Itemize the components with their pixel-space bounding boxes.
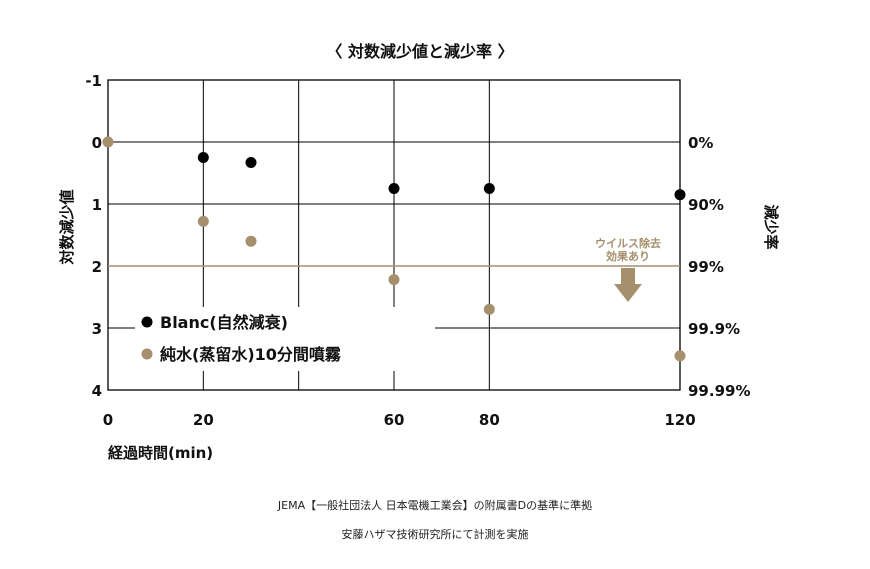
blanc-data-point (483, 183, 495, 194)
legend-background (135, 307, 435, 371)
y-tick-label: 0 (92, 134, 102, 152)
y2-axis-label: 減少率 (762, 204, 780, 249)
pure-water-data-point (674, 350, 686, 362)
legend-marker-pure-water (141, 348, 153, 360)
pure-water-data-point (483, 303, 495, 315)
y2-tick-labels: 0% 90% 99% 99.9% 99.99% (688, 134, 750, 400)
y-tick-label: 1 (92, 196, 102, 214)
x-axis-label: 経過時間(min) (108, 444, 213, 462)
y2-tick-label: 90% (688, 196, 724, 214)
pure-water-data-point (245, 235, 257, 247)
y-tick-labels: -1 0 1 2 3 4 (85, 72, 102, 400)
y-tick-label: 4 (92, 382, 102, 400)
blanc-data-point (197, 152, 209, 163)
x-tick-label: 80 (479, 411, 500, 429)
pure-water-data-point (102, 136, 114, 148)
virus-removal-annotation: ウイルス除去 効果あり (595, 236, 661, 302)
legend-label-blanc: Blanc(自然減衰) (160, 313, 288, 332)
plot-frame (107, 79, 681, 391)
annotation-line-2: 効果あり (606, 249, 650, 263)
pure-water-data-point (197, 215, 209, 227)
y2-tick-label: 99% (688, 258, 724, 276)
y2-tick-label: 99.9% (688, 320, 740, 338)
x-tick-labels: 0 20 60 80 120 (103, 411, 696, 429)
legend: Blanc(自然減衰) 純水(蒸留水)10分間噴霧 (135, 307, 435, 371)
annotation-line-1: ウイルス除去 (595, 236, 661, 250)
x-tick-label: 20 (193, 411, 214, 429)
x-tick-label: 60 (384, 411, 405, 429)
y2-tick-label: 0% (688, 134, 713, 152)
chart-title: 〈 対数減少値と減少率 〉 (326, 42, 513, 61)
footnote-line-1: JEMA【一般社団法人 日本電機工業会】の附属書Dの基準に準拠 (277, 498, 592, 512)
blanc-data-point (388, 183, 400, 194)
y-axis-label: 対数減少値 (58, 189, 76, 265)
y2-tick-label: 99.99% (688, 382, 750, 400)
data-points (102, 136, 686, 362)
y-tick-label: 3 (92, 320, 102, 338)
legend-label-pure-water: 純水(蒸留水)10分間噴霧 (160, 345, 342, 364)
blanc-data-point (674, 189, 686, 201)
pure-water-data-point (388, 274, 400, 286)
y-tick-label: 2 (92, 258, 102, 276)
legend-marker-blanc (141, 316, 153, 328)
blanc-data-point (245, 156, 257, 168)
x-tick-label: 0 (103, 411, 113, 429)
down-arrow-icon (614, 268, 642, 302)
footnote-line-2: 安藤ハザマ技術研究所にて計測を実施 (342, 527, 529, 541)
x-tick-label: 120 (664, 411, 695, 429)
y-tick-label: -1 (85, 72, 102, 90)
